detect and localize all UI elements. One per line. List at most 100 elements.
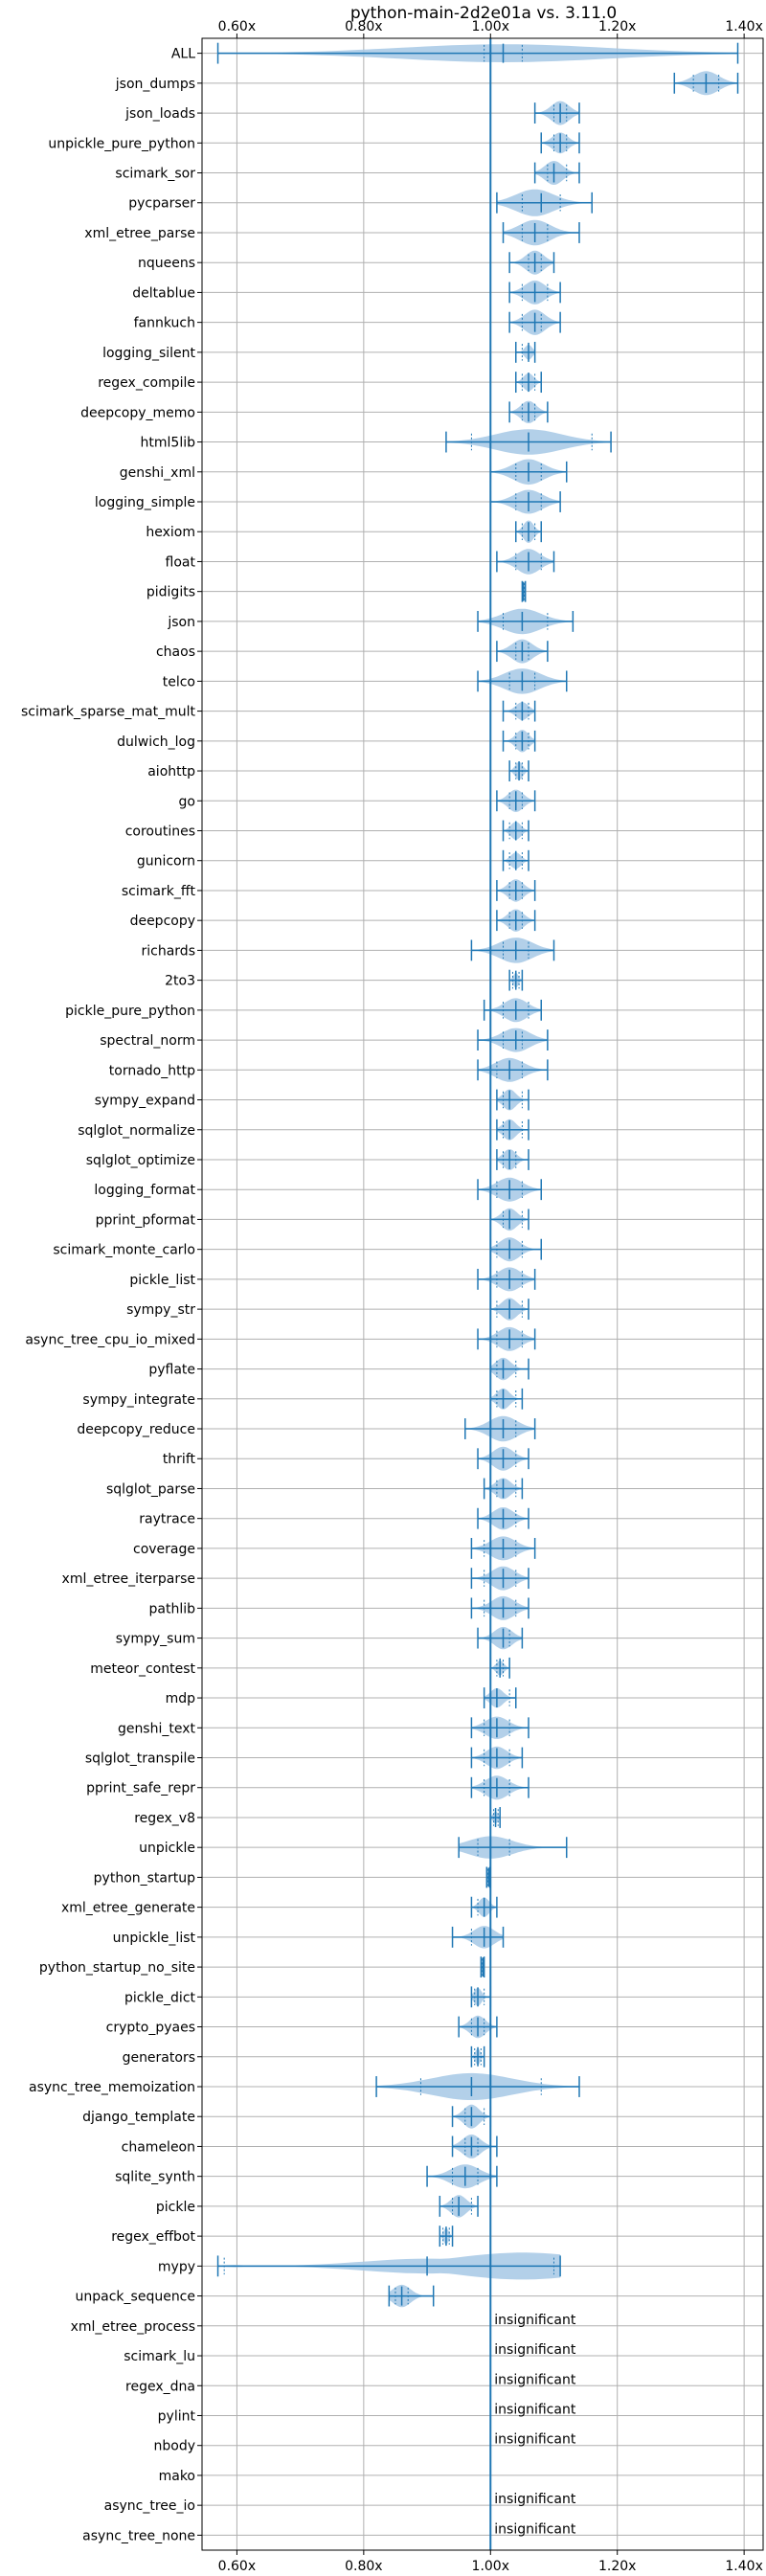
x-tick-label-bottom: 1.00x bbox=[472, 2559, 509, 2574]
benchmark-label: meteor_contest bbox=[90, 1661, 195, 1677]
benchmark-label: pathlib bbox=[149, 1601, 196, 1616]
benchmark-label: genshi_text bbox=[118, 1721, 196, 1736]
benchmark-label: deepcopy_reduce bbox=[77, 1422, 195, 1437]
benchmark-label: unpickle bbox=[139, 1841, 195, 1856]
benchmark-label: regex_compile bbox=[98, 375, 195, 391]
benchmark-label: pyflate bbox=[148, 1363, 195, 1378]
insignificant-label: insignificant bbox=[494, 2313, 576, 2328]
benchmark-label: richards bbox=[142, 943, 196, 959]
benchmark-label: pidigits bbox=[146, 585, 195, 600]
benchmark-label: deepcopy_memo bbox=[80, 405, 195, 420]
benchmark-label: scimark_monte_carlo bbox=[53, 1243, 195, 1258]
x-tick-label-top: 1.40x bbox=[725, 19, 762, 34]
x-tick-label-bottom: 1.20x bbox=[598, 2559, 636, 2574]
benchmark-label: python_startup_no_site bbox=[39, 1960, 195, 1976]
benchmark-label: telco bbox=[163, 674, 195, 689]
benchmark-label: deltablue bbox=[132, 285, 195, 301]
insignificant-label: insignificant bbox=[494, 2432, 576, 2448]
x-tick-label-bottom: 1.40x bbox=[725, 2559, 762, 2574]
benchmark-label: scimark_fft bbox=[122, 884, 196, 899]
benchmark-label: coroutines bbox=[125, 824, 195, 839]
benchmark-label: nbody bbox=[154, 2439, 196, 2454]
axis-layer: 0.60x 0.60x 0.80x 0.80x 1.00x 1.00x 1.20x 1.20x… bbox=[197, 19, 764, 2574]
benchmark-label: deepcopy bbox=[130, 914, 195, 929]
benchmark-label: mako bbox=[159, 2469, 195, 2484]
benchmark-label: xml_etree_parse bbox=[84, 226, 195, 241]
benchmark-label: async_tree_none bbox=[82, 2528, 195, 2543]
benchmark-label: json bbox=[167, 615, 195, 630]
benchmark-label: coverage bbox=[133, 1542, 195, 1557]
benchmark-label: spectral_norm bbox=[100, 1033, 195, 1049]
benchmark-label: pprint_pformat bbox=[96, 1212, 196, 1228]
benchmark-label: sqlglot_optimize bbox=[86, 1153, 195, 1168]
benchmark-label: thrift bbox=[163, 1452, 196, 1467]
x-tick-label-top: 0.60x bbox=[218, 19, 256, 34]
benchmark-label: sympy_integrate bbox=[82, 1392, 195, 1408]
benchmark-label: scimark_lu bbox=[124, 2349, 195, 2364]
x-tick-label-top: 1.20x bbox=[598, 19, 636, 34]
benchmark-label: scimark_sparse_mat_mult bbox=[21, 705, 195, 720]
benchmark-label: regex_effbot bbox=[111, 2229, 195, 2245]
benchmark-label: pickle bbox=[156, 2200, 195, 2215]
benchmark-label: sqlglot_normalize bbox=[78, 1123, 195, 1139]
benchmark-label: unpack_sequence bbox=[76, 2290, 195, 2305]
benchmark-label: dulwich_log bbox=[117, 734, 195, 750]
benchmark-label: generators bbox=[123, 2050, 195, 2066]
x-tick-label-top: 1.00x bbox=[472, 19, 509, 34]
benchmark-label: pickle_pure_python bbox=[65, 1004, 195, 1019]
benchmark-label: sqlite_synth bbox=[115, 2170, 195, 2185]
benchmark-label: scimark_sor bbox=[115, 167, 195, 182]
benchmark-label: pprint_safe_repr bbox=[86, 1781, 195, 1796]
benchmark-label: sqlglot_parse bbox=[106, 1481, 195, 1497]
benchmark-label: ALL bbox=[171, 47, 195, 62]
insignificant-label: insignificant bbox=[494, 2372, 576, 2387]
benchmark-label: unpickle_list bbox=[113, 1931, 196, 1946]
benchmark-label: sympy_expand bbox=[95, 1094, 195, 1109]
x-tick-label-top: 0.80x bbox=[345, 19, 382, 34]
benchmark-label: sympy_sum bbox=[116, 1632, 195, 1647]
row-label-layer: ALL json_dumps json_loads unpickle_pure_pyt… bbox=[21, 47, 195, 2544]
benchmark-label: float bbox=[166, 554, 196, 570]
benchmark-label: xml_etree_generate bbox=[61, 1901, 195, 1916]
benchmark-label: mypy bbox=[158, 2259, 195, 2274]
benchmark-label: json_loads bbox=[124, 106, 195, 122]
benchmark-label: html5lib bbox=[141, 436, 196, 451]
benchmark-label: genshi_xml bbox=[120, 465, 195, 481]
x-tick-label-bottom: 0.60x bbox=[218, 2559, 256, 2574]
benchmark-label: raytrace bbox=[139, 1512, 195, 1527]
benchmark-label: python_startup bbox=[94, 1870, 195, 1886]
benchmark-label: logging_simple bbox=[95, 495, 195, 510]
benchmark-label: logging_format bbox=[94, 1183, 195, 1198]
x-tick-label-bottom: 0.80x bbox=[345, 2559, 382, 2574]
benchmark-label: regex_v8 bbox=[134, 1811, 195, 1826]
benchmark-label: xml_etree_iterparse bbox=[62, 1571, 195, 1587]
violin-layer: insignificant insignificant insignificant i… bbox=[216, 42, 739, 2537]
chart-title: python-main-2d2e01a vs. 3.11.0 bbox=[350, 4, 617, 23]
benchmark-label: tornado_http bbox=[109, 1063, 195, 1078]
benchmark-label: async_tree_io bbox=[104, 2498, 195, 2514]
benchmark-label: async_tree_cpu_io_mixed bbox=[25, 1332, 195, 1347]
insignificant-label: insignificant bbox=[494, 2402, 576, 2417]
plot-frame bbox=[201, 37, 764, 2551]
benchmark-label: sympy_str bbox=[126, 1302, 195, 1318]
benchmark-label: xml_etree_process bbox=[71, 2319, 195, 2335]
benchmark-label: pylint bbox=[158, 2408, 196, 2424]
benchmark-label: json_dumps bbox=[115, 77, 195, 92]
benchmark-label: chaos bbox=[156, 644, 195, 660]
benchmark-label: chameleon bbox=[122, 2139, 195, 2155]
benchmark-label: pickle_dict bbox=[124, 1990, 196, 2005]
benchmark-label: logging_silent bbox=[102, 346, 195, 361]
benchmark-label: crypto_pyaes bbox=[106, 2021, 195, 2036]
benchmark-label: sqlglot_transpile bbox=[85, 1751, 195, 1767]
benchmark-label: gunicorn bbox=[137, 854, 195, 870]
benchmark-label: mdp bbox=[166, 1691, 196, 1706]
benchmark-label: unpickle_pure_python bbox=[48, 136, 195, 151]
benchmark-label: nqueens bbox=[138, 256, 195, 271]
benchmark-label: django_template bbox=[82, 2110, 195, 2125]
benchmark-label: fannkuch bbox=[134, 316, 195, 331]
benchmark-label: hexiom bbox=[146, 525, 195, 540]
insignificant-label: insignificant bbox=[494, 2521, 576, 2537]
benchmark-label: 2to3 bbox=[165, 974, 195, 989]
benchmark-label: pycparser bbox=[128, 196, 195, 212]
